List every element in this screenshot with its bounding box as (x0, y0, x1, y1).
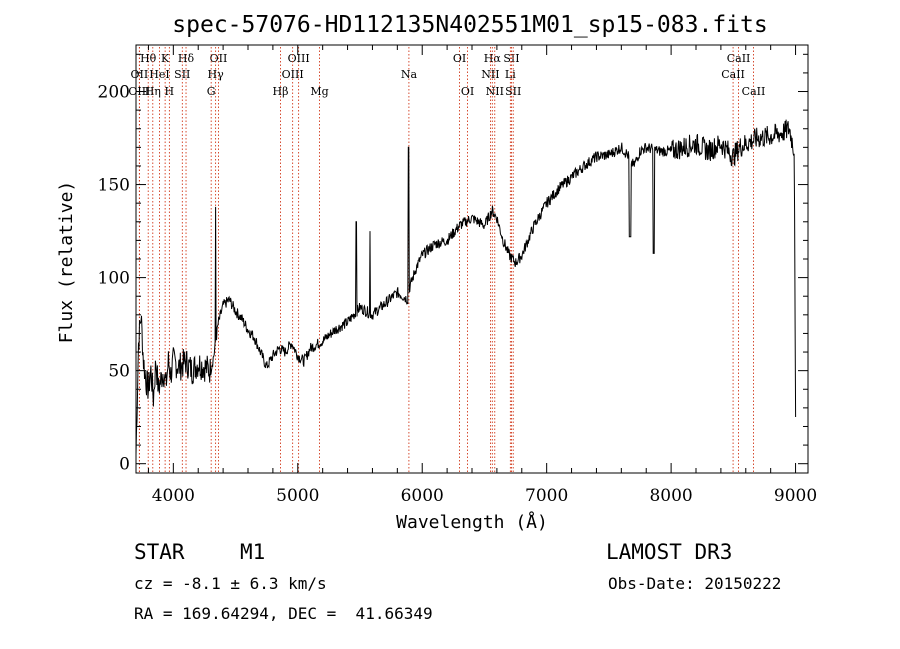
chart-title: spec-57076-HD112135N402551M01_sp15-083.f… (172, 12, 767, 38)
spectrum-series (135, 119, 797, 455)
spectral-line-label: Hα (484, 52, 502, 65)
spectral-line-label: OII (131, 68, 149, 81)
spectral-line-label: SII (505, 85, 521, 98)
spectral-line-label: NII (486, 85, 504, 98)
observation-date: Obs-Date: 20150222 (608, 574, 782, 593)
spectral-line-label: OIII (282, 68, 304, 81)
spectral-line-label: NII (481, 68, 499, 81)
spectral-line-label: Na (401, 68, 418, 81)
spectral-line-label: CaII (742, 85, 766, 98)
x-tick-label: 5000 (276, 486, 319, 506)
coordinates: RA = 169.64294, DEC = 41.66349 (134, 604, 433, 623)
spectral-line-label: Mg (310, 85, 328, 98)
y-tick-label: 150 (98, 176, 130, 196)
y-axis-label: Flux (relative) (56, 181, 77, 344)
y-tick-label: 50 (108, 362, 130, 382)
object-class: STAR (134, 540, 185, 564)
spectral-line-label: H (165, 85, 175, 98)
spectral-line-label: OI (461, 85, 474, 98)
y-tick-label: 200 (98, 83, 130, 103)
y-tick-label: 100 (98, 269, 130, 289)
spectral-line-label: OI (453, 52, 466, 65)
spectral-line-label: Hβ (273, 85, 289, 98)
axis-ticks: 4000 5000 6000 7000 8000 9000 0 50 100 150 200 (98, 45, 817, 506)
spectral-line-label: HeI (149, 68, 169, 81)
spectral-line-label: CaII (727, 52, 751, 65)
x-tick-label: 6000 (401, 486, 444, 506)
spectral-line-label: K (161, 52, 170, 65)
survey-name: LAMOST DR3 (606, 540, 733, 564)
spectral-line-label: G (207, 85, 216, 98)
x-tick-label: 7000 (525, 486, 568, 506)
spectrum-line (135, 119, 797, 455)
spectral-line-label: Hθ (140, 52, 157, 65)
spectral-line-label: OII (210, 52, 228, 65)
spectral-line-label: OIII (288, 52, 310, 65)
spectral-line-label: Hδ (178, 52, 195, 65)
x-axis-label: Wavelength (Å) (396, 511, 548, 533)
spectral-line-label: Hγ (208, 68, 225, 81)
spectral-line-label: Hη (145, 85, 161, 98)
plot-frame (135, 44, 809, 474)
spectral-line-label: CaII (721, 68, 745, 81)
spectral-line-label: SII (503, 52, 519, 65)
redshift-velocity: cz = -8.1 ± 6.3 km/s (134, 574, 327, 593)
x-tick-label: 9000 (774, 486, 817, 506)
y-tick-label: 0 (119, 455, 130, 475)
x-tick-label: 4000 (152, 486, 195, 506)
spectral-line-label: Li (505, 68, 516, 81)
spectral-line-label: SII (174, 68, 190, 81)
x-tick-label: 8000 (649, 486, 692, 506)
object-subclass: M1 (240, 540, 266, 564)
